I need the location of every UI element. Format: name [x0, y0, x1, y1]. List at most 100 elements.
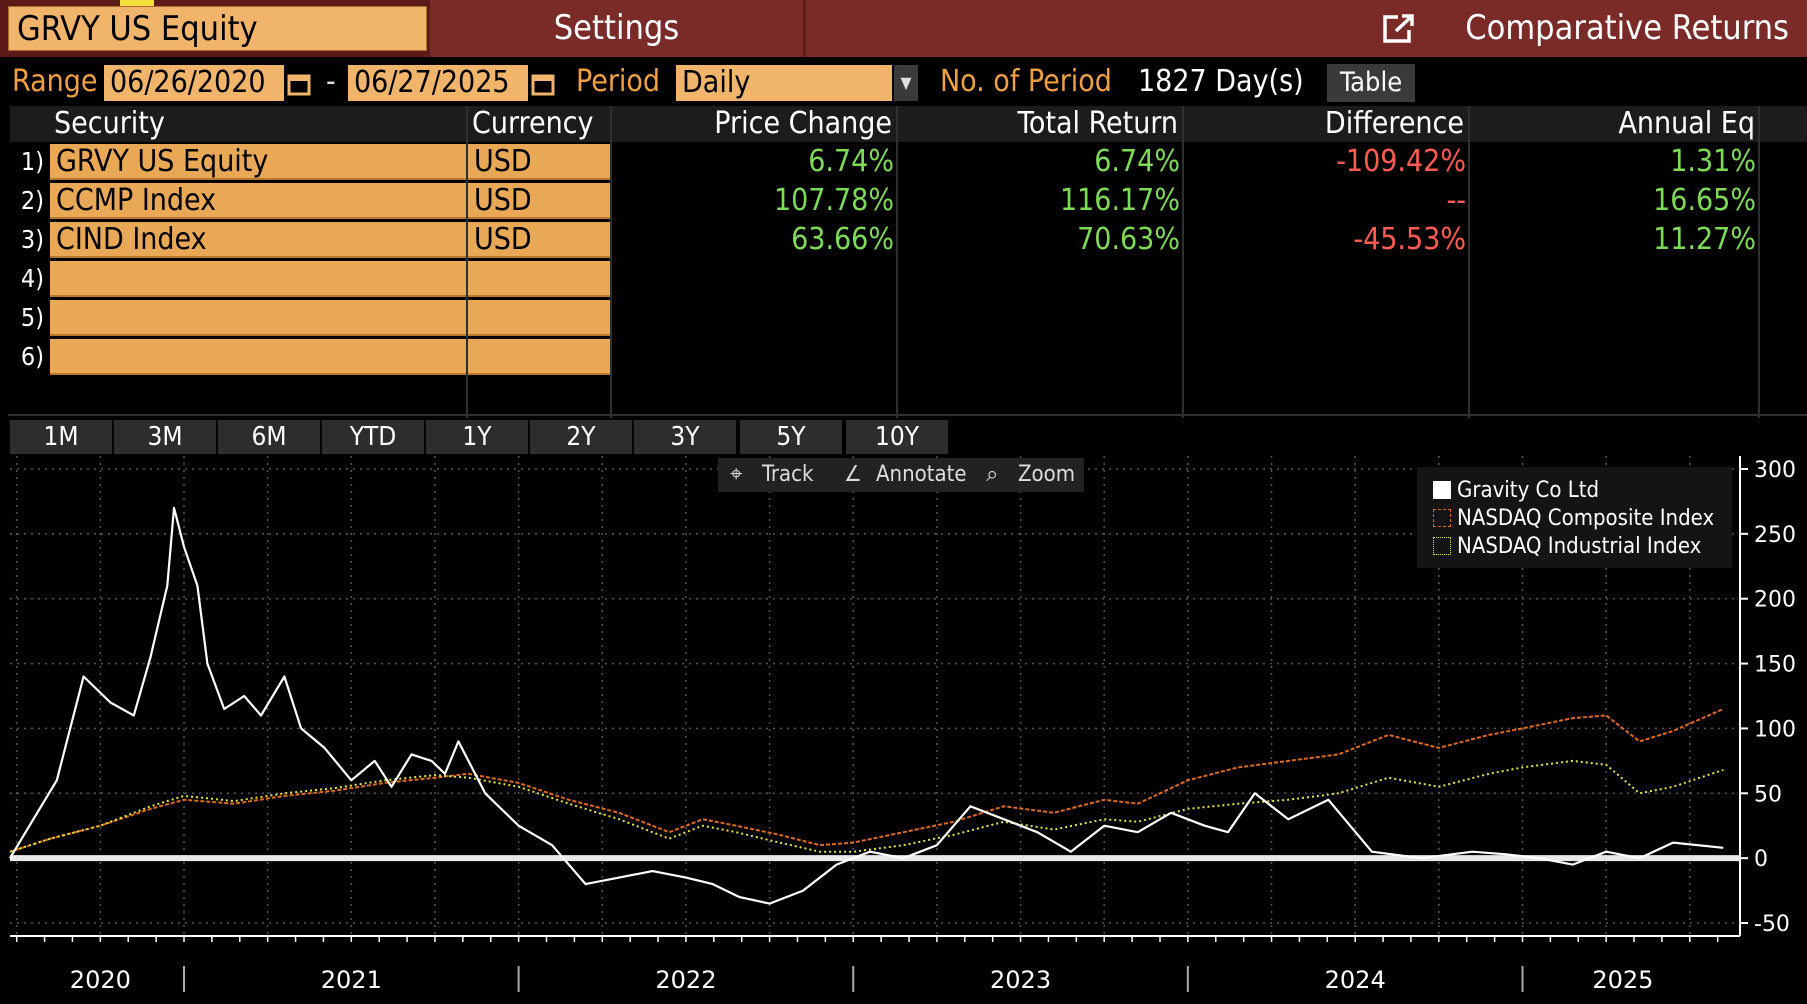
table-button[interactable]: Table — [1327, 64, 1415, 102]
num-period-value: 1827 Day(s) — [1138, 64, 1304, 99]
series-line-gravity — [9, 506, 1724, 905]
period-select[interactable]: Daily — [676, 65, 892, 101]
security-field[interactable] — [50, 339, 466, 375]
annual-eq-value: 1.31% — [1670, 144, 1756, 179]
difference-value: -109.42% — [1336, 144, 1466, 179]
annual-eq-value: 16.65% — [1653, 183, 1756, 218]
divider — [466, 106, 468, 418]
currency-field[interactable] — [468, 339, 610, 375]
period-button-5y[interactable]: 5Y — [740, 420, 842, 454]
security-field[interactable] — [50, 300, 466, 336]
x-tick-label: 2021 — [321, 966, 382, 994]
row-index: 3) — [20, 225, 44, 254]
start-date-field[interactable]: 06/26/2020 — [104, 65, 284, 101]
price-change-value: 6.74% — [808, 144, 894, 179]
period-button-ytd[interactable]: YTD — [322, 420, 424, 454]
y-tick-label: 150 — [1754, 653, 1796, 678]
annotate-tool[interactable]: Annotate — [876, 462, 967, 487]
legend-swatch — [1433, 481, 1451, 499]
currency-field[interactable]: USD — [468, 144, 610, 180]
row-index: 2) — [20, 186, 44, 215]
series-line-nasdaq-composite — [9, 708, 1724, 853]
magnifier-icon[interactable]: ⌕ — [986, 462, 999, 487]
range-separator: - — [326, 64, 336, 99]
col-difference: Difference — [1184, 106, 1468, 142]
legend-swatch — [1433, 509, 1451, 527]
y-tick-label: 250 — [1754, 523, 1796, 548]
period-button-6m[interactable]: 6M — [218, 420, 320, 454]
end-date-field[interactable]: 06/27/2025 — [348, 65, 528, 101]
col-price-change: Price Change — [612, 106, 896, 142]
chevron-down-icon[interactable]: ▼ — [894, 65, 918, 101]
legend-swatch — [1433, 537, 1451, 555]
pencil-icon[interactable]: ∠ — [844, 462, 862, 487]
num-period-label: No. of Period — [940, 64, 1112, 99]
currency-field[interactable] — [468, 300, 610, 336]
x-tick-label: 2024 — [1325, 966, 1386, 994]
period-button-10y[interactable]: 10Y — [846, 420, 948, 454]
y-tick-label: 200 — [1754, 588, 1796, 613]
period-label: Period — [576, 64, 661, 99]
track-tool[interactable]: Track — [762, 462, 814, 487]
calendar-icon[interactable] — [286, 70, 312, 98]
popout-icon[interactable] — [1382, 12, 1416, 46]
col-annual-eq: Annual Eq — [1470, 106, 1807, 142]
ticker-field[interactable]: GRVY US Equity — [8, 6, 427, 51]
period-button-1m[interactable]: 1M — [10, 420, 112, 454]
title-area — [806, 0, 1807, 57]
period-button-2y[interactable]: 2Y — [530, 420, 632, 454]
period-button-1y[interactable]: 1Y — [426, 420, 528, 454]
col-security: Security — [10, 106, 466, 142]
security-field[interactable]: CCMP Index — [50, 183, 466, 219]
period-button-3y[interactable]: 3Y — [634, 420, 736, 454]
highlight-marker — [120, 0, 154, 6]
total-return-value: 6.74% — [1094, 144, 1180, 179]
total-return-value: 116.17% — [1059, 183, 1180, 218]
currency-field[interactable]: USD — [468, 222, 610, 258]
annual-eq-value: 11.27% — [1653, 222, 1756, 257]
price-change-value: 107.78% — [773, 183, 894, 218]
currency-field[interactable]: USD — [468, 183, 610, 219]
security-field[interactable] — [50, 261, 466, 297]
y-tick-label: 300 — [1754, 458, 1796, 483]
y-tick-label: 100 — [1754, 717, 1796, 742]
divider — [896, 106, 898, 418]
col-total-return: Total Return — [898, 106, 1182, 142]
chart-toolbar — [718, 458, 1084, 492]
legend-item: NASDAQ Composite Index — [1457, 506, 1715, 531]
settings-tab[interactable]: Settings — [430, 0, 803, 57]
total-return-value: 70.63% — [1077, 222, 1180, 257]
divider — [8, 414, 1807, 416]
security-field[interactable]: GRVY US Equity — [50, 144, 466, 180]
y-tick-label: -50 — [1754, 912, 1790, 937]
returns-chart[interactable]: 300 250 200 150 100 50 0 -50 2020 2021 2022 2023 202… — [0, 456, 1807, 1004]
y-tick-label: 0 — [1754, 847, 1768, 872]
difference-value: -45.53% — [1353, 222, 1466, 257]
x-tick-label: 2020 — [70, 966, 131, 994]
divider — [1758, 106, 1760, 418]
x-tick-label: 2023 — [990, 966, 1051, 994]
currency-field[interactable] — [468, 261, 610, 297]
y-tick-label: 50 — [1754, 782, 1782, 807]
row-index: 5) — [20, 303, 44, 332]
range-label: Range — [12, 64, 98, 99]
x-tick-label: 2022 — [655, 966, 716, 994]
legend-item: Gravity Co Ltd — [1457, 478, 1600, 503]
divider — [1182, 106, 1184, 418]
crosshair-icon[interactable]: ⌖ — [730, 462, 743, 487]
series-line-nasdaq-industrial — [9, 759, 1724, 853]
divider — [1468, 106, 1470, 418]
page-title: Comparative Returns — [1465, 8, 1789, 48]
row-index: 1) — [20, 147, 44, 176]
divider — [610, 106, 612, 418]
row-index: 6) — [20, 342, 44, 371]
price-change-value: 63.66% — [791, 222, 894, 257]
period-button-3m[interactable]: 3M — [114, 420, 216, 454]
col-currency: Currency — [468, 106, 610, 142]
security-field[interactable]: CIND Index — [50, 222, 466, 258]
chart-legend — [1417, 467, 1732, 568]
calendar-icon[interactable] — [530, 70, 556, 98]
difference-value: -- — [1446, 183, 1466, 218]
x-tick-label: 2025 — [1592, 966, 1653, 994]
zoom-tool[interactable]: Zoom — [1018, 462, 1076, 487]
